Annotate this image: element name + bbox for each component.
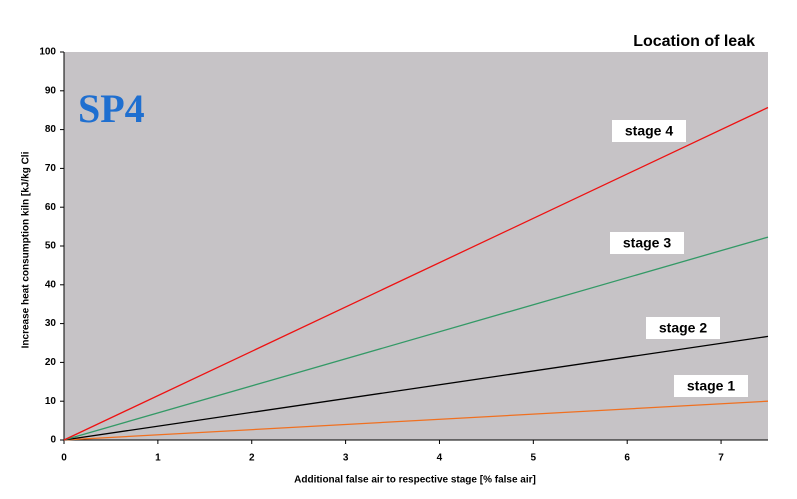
- x-tick-label: 0: [61, 453, 67, 464]
- legend-label: stage 4: [625, 123, 673, 139]
- legend-box: [674, 375, 748, 397]
- y-tick-label: 100: [39, 47, 56, 58]
- legend-box: [646, 317, 720, 339]
- y-tick-label: 90: [45, 85, 57, 96]
- x-tick-label: 5: [531, 453, 537, 464]
- chart-title: Location of leak: [633, 33, 755, 50]
- y-tick-label: 20: [45, 357, 57, 368]
- legend-box: [612, 120, 686, 142]
- y-tick-label: 40: [45, 279, 57, 290]
- legend-label: stage 3: [623, 235, 671, 251]
- legend-label: stage 1: [687, 378, 735, 394]
- x-tick-label: 7: [718, 453, 724, 464]
- series-line: [63, 106, 769, 441]
- y-tick-label: 80: [45, 124, 57, 135]
- y-tick-label: 50: [45, 241, 57, 252]
- y-tick-label: 30: [45, 318, 57, 329]
- legend-box: [610, 232, 684, 254]
- y-tick-label: 0: [50, 435, 56, 446]
- x-axis-title: Additional false air to respective stage…: [294, 475, 536, 486]
- series-line: [63, 236, 769, 441]
- x-tick-label: 2: [249, 453, 255, 464]
- y-tick-label: 70: [45, 163, 57, 174]
- y-tick-label: 60: [45, 202, 57, 213]
- x-tick-label: 6: [624, 453, 630, 464]
- legend-label: stage 2: [659, 320, 707, 336]
- series-line: [63, 400, 769, 441]
- annotation: SP4: [78, 86, 145, 131]
- series-line: [63, 335, 769, 441]
- y-tick-label: 10: [45, 396, 57, 407]
- x-tick-label: 4: [437, 453, 443, 464]
- x-tick-label: 3: [343, 453, 349, 464]
- x-tick-label: 1: [155, 453, 161, 464]
- y-axis-title: Increase heat consumption kiln [kJ/kg Cl…: [21, 151, 32, 348]
